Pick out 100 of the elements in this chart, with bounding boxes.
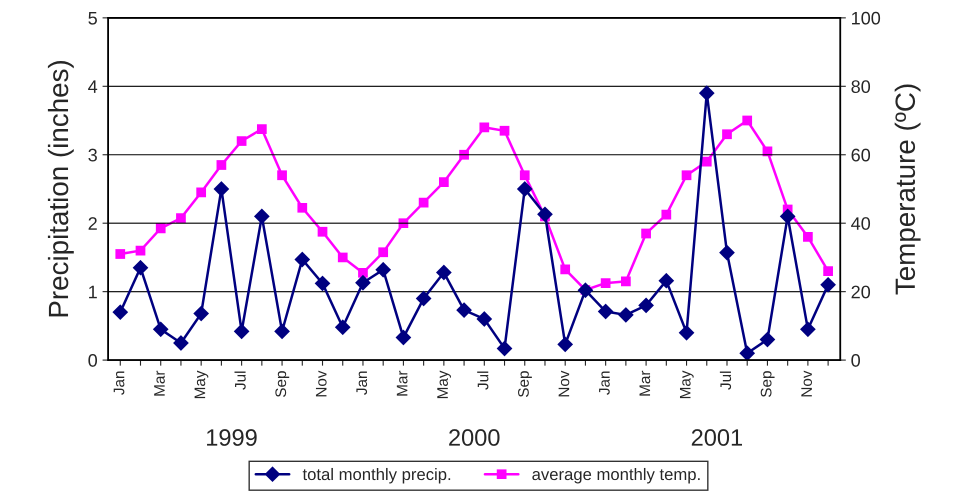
- x-tick-label: Nov: [801, 370, 812, 396]
- y-axis-title: Precipitation (inches): [48, 61, 74, 316]
- point: [641, 228, 651, 238]
- point: [115, 249, 126, 259]
- point: [496, 340, 512, 356]
- point: [476, 311, 492, 327]
- point: [396, 330, 411, 346]
- point: [719, 245, 735, 260]
- point: [214, 181, 229, 197]
- point: [661, 210, 672, 220]
- point: [520, 170, 530, 180]
- point: [355, 275, 371, 290]
- point: [780, 208, 796, 224]
- y-tick-label: 0: [88, 354, 98, 367]
- point: [500, 126, 510, 136]
- point: [537, 206, 553, 222]
- point: [702, 156, 712, 166]
- point: [173, 335, 189, 351]
- point: [314, 276, 330, 292]
- point: [335, 320, 350, 335]
- point: [598, 304, 614, 320]
- point: [600, 278, 611, 288]
- legend-label: total monthly precip.: [302, 468, 450, 484]
- point: [236, 136, 246, 146]
- x-tick-label: Jan: [114, 372, 124, 395]
- point: [621, 276, 631, 286]
- point: [742, 116, 752, 126]
- point: [699, 86, 714, 101]
- y2-tick-label: 40: [851, 217, 870, 230]
- point: [294, 252, 310, 268]
- point: [378, 247, 388, 258]
- y2-tick-label: 20: [852, 286, 870, 298]
- point: [722, 129, 732, 140]
- point: [234, 324, 250, 339]
- x-tick-label: Sep: [760, 371, 775, 397]
- x-tick-label: Jan: [599, 372, 610, 395]
- y2-tick-label: 60: [852, 148, 870, 162]
- x-tick-label: Jul: [234, 372, 246, 390]
- x-tick-label: May: [680, 370, 694, 398]
- point: [418, 198, 428, 208]
- point: [132, 260, 148, 276]
- point: [618, 307, 634, 322]
- y-tick-label: 5: [88, 12, 97, 25]
- point: [438, 177, 449, 187]
- x-tick-label: Jan: [356, 372, 368, 395]
- y2-tick-label: 100: [852, 12, 880, 25]
- point: [277, 170, 287, 180]
- point: [153, 322, 168, 337]
- point: [216, 160, 226, 170]
- point: [638, 298, 654, 313]
- point: [760, 332, 776, 348]
- point: [112, 304, 128, 320]
- y-tick-label: 3: [88, 148, 97, 162]
- x-tick-label: May: [437, 370, 451, 398]
- point: [436, 264, 452, 280]
- point: [678, 325, 694, 340]
- x-tick-label: Sep: [518, 371, 532, 397]
- point: [338, 252, 348, 262]
- text: 2001: [692, 429, 742, 446]
- point: [517, 181, 532, 197]
- point: [136, 246, 146, 256]
- point: [682, 170, 692, 180]
- y2-axis-title: Temperature (ºC): [894, 84, 921, 295]
- y-tick-label: 4: [88, 80, 98, 93]
- point: [479, 122, 490, 132]
- point: [740, 346, 755, 360]
- y-tick-label: 2: [88, 217, 97, 230]
- y2-tick-label: 0: [851, 354, 860, 367]
- y-tick-label: 1: [89, 286, 97, 298]
- x-tick-label: May: [194, 370, 208, 398]
- point: [318, 226, 328, 237]
- point: [274, 324, 290, 339]
- point: [803, 232, 813, 242]
- point: [456, 302, 472, 318]
- point: [358, 268, 368, 278]
- point: [196, 188, 206, 198]
- point: [416, 290, 432, 306]
- point: [194, 306, 209, 322]
- x-tick-label: Nov: [316, 370, 327, 396]
- point: [578, 282, 593, 298]
- x-tick-label: Nov: [558, 370, 570, 396]
- point: [297, 202, 308, 213]
- point: [176, 213, 186, 223]
- point: [254, 208, 270, 224]
- point: [156, 223, 166, 234]
- point: [800, 322, 816, 337]
- point: [823, 266, 833, 276]
- x-tick-label: Mar: [640, 370, 650, 396]
- x-tick-label: Sep: [275, 371, 290, 397]
- point: [820, 277, 836, 292]
- x-tick-label: Jul: [477, 372, 488, 390]
- point: [256, 124, 267, 134]
- point: [376, 262, 391, 278]
- x-tick-label: Jul: [720, 372, 732, 390]
- x-tick-label: Mar: [154, 370, 165, 396]
- text: 1999: [207, 429, 257, 446]
- x-tick-label: Mar: [396, 370, 408, 396]
- point: [560, 264, 570, 274]
- point: [658, 273, 674, 288]
- text: 2000: [449, 429, 500, 446]
